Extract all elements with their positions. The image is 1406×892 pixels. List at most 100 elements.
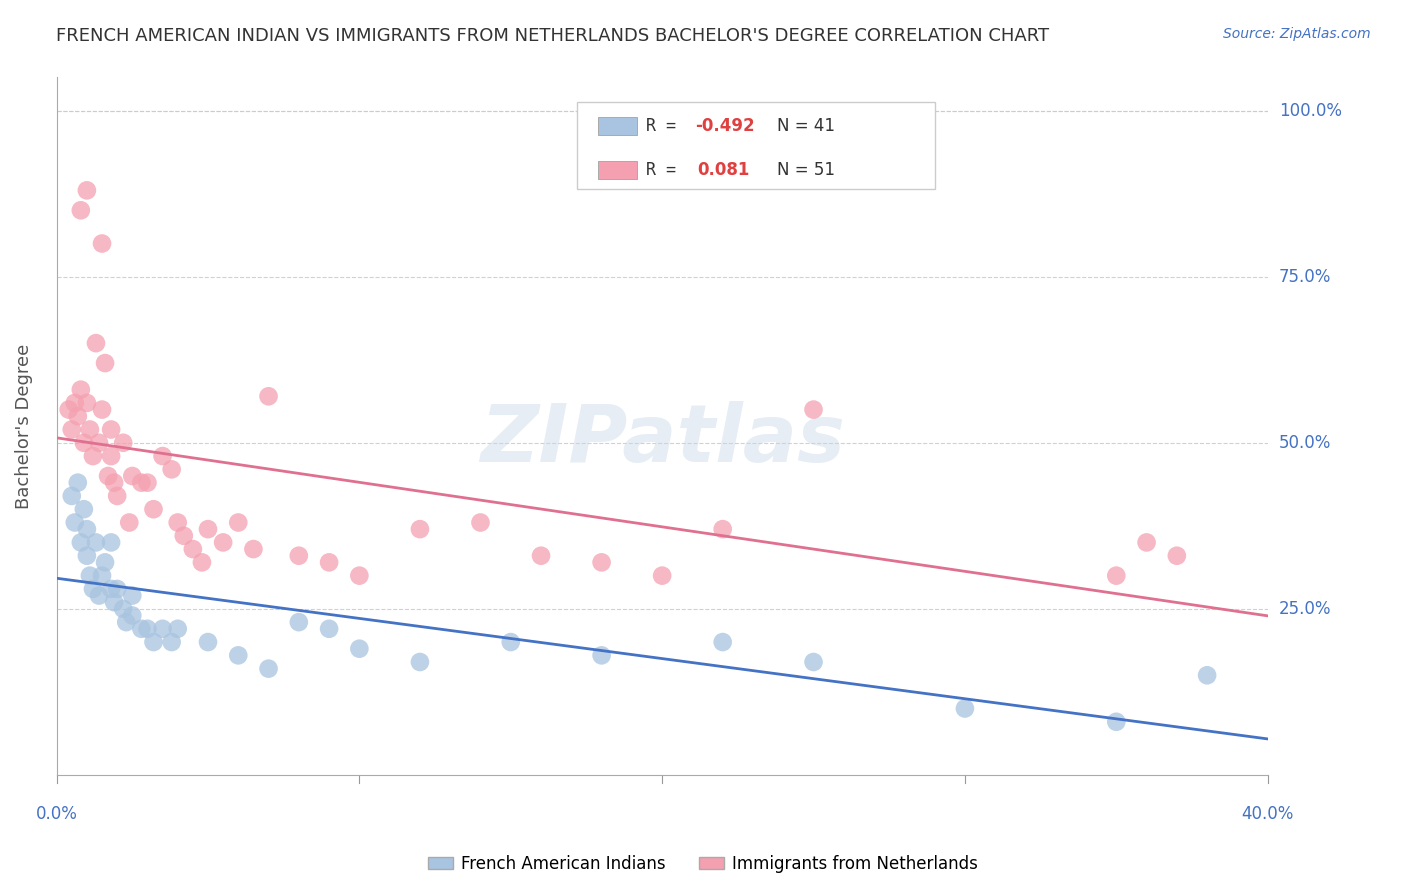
Legend: French American Indians, Immigrants from Netherlands: French American Indians, Immigrants from… xyxy=(420,848,986,880)
Point xyxy=(76,396,98,410)
Point xyxy=(142,635,165,649)
FancyBboxPatch shape xyxy=(598,117,637,136)
Point xyxy=(803,655,825,669)
Point xyxy=(257,389,280,403)
Text: 0.081: 0.081 xyxy=(697,161,749,179)
Point xyxy=(121,589,143,603)
Point xyxy=(84,336,107,351)
Point xyxy=(160,635,183,649)
Point xyxy=(87,589,110,603)
Text: 75.0%: 75.0% xyxy=(1279,268,1331,285)
Point xyxy=(105,489,128,503)
Point xyxy=(226,648,249,663)
Point xyxy=(803,402,825,417)
Point xyxy=(470,516,492,530)
FancyBboxPatch shape xyxy=(578,102,935,189)
Point xyxy=(79,423,101,437)
Point xyxy=(76,549,98,563)
Point xyxy=(1105,714,1128,729)
Point xyxy=(73,502,96,516)
Text: R =: R = xyxy=(647,161,696,179)
Point xyxy=(121,469,143,483)
Point xyxy=(94,555,117,569)
Point xyxy=(66,475,89,490)
Point xyxy=(349,568,371,582)
Point xyxy=(60,423,83,437)
Point xyxy=(152,622,174,636)
Point xyxy=(499,635,522,649)
Point xyxy=(318,622,340,636)
Text: -0.492: -0.492 xyxy=(695,117,755,136)
Point xyxy=(76,522,98,536)
Point xyxy=(131,622,153,636)
Point xyxy=(349,641,371,656)
Point xyxy=(242,542,264,557)
Text: 40.0%: 40.0% xyxy=(1241,805,1294,823)
Text: ZIPatlas: ZIPatlas xyxy=(479,401,845,479)
Point xyxy=(100,582,122,596)
Point xyxy=(115,615,138,629)
Text: 0.0%: 0.0% xyxy=(35,805,77,823)
Point xyxy=(136,622,159,636)
Point xyxy=(69,383,91,397)
Point xyxy=(69,535,91,549)
Point xyxy=(711,522,734,536)
Text: 50.0%: 50.0% xyxy=(1279,434,1331,451)
Point xyxy=(112,435,135,450)
Point xyxy=(409,522,432,536)
Text: N = 41: N = 41 xyxy=(778,117,835,136)
Point xyxy=(212,535,235,549)
Point xyxy=(79,568,101,582)
Point xyxy=(63,516,86,530)
Point xyxy=(591,555,613,569)
Point xyxy=(121,608,143,623)
Point xyxy=(288,549,311,563)
Point xyxy=(103,475,125,490)
Point xyxy=(91,402,114,417)
Point xyxy=(100,535,122,549)
Point xyxy=(136,475,159,490)
Point xyxy=(591,648,613,663)
Point xyxy=(100,449,122,463)
Point xyxy=(131,475,153,490)
FancyBboxPatch shape xyxy=(598,161,637,179)
Text: R =: R = xyxy=(647,117,686,136)
Point xyxy=(166,516,188,530)
Point xyxy=(257,662,280,676)
Point xyxy=(197,522,219,536)
Point xyxy=(166,622,188,636)
Point xyxy=(94,356,117,370)
Point xyxy=(226,516,249,530)
Point xyxy=(66,409,89,424)
Text: 100.0%: 100.0% xyxy=(1279,102,1341,120)
Text: FRENCH AMERICAN INDIAN VS IMMIGRANTS FROM NETHERLANDS BACHELOR'S DEGREE CORRELAT: FRENCH AMERICAN INDIAN VS IMMIGRANTS FRO… xyxy=(56,27,1049,45)
Point xyxy=(97,469,120,483)
Point xyxy=(530,549,553,563)
Point xyxy=(173,529,195,543)
Point xyxy=(1197,668,1219,682)
Point xyxy=(152,449,174,463)
Y-axis label: Bachelor's Degree: Bachelor's Degree xyxy=(15,343,32,508)
Point xyxy=(1135,535,1157,549)
Point xyxy=(1105,568,1128,582)
Point xyxy=(409,655,432,669)
Point xyxy=(69,203,91,218)
Point xyxy=(84,535,107,549)
Point xyxy=(112,602,135,616)
Point xyxy=(82,582,104,596)
Point xyxy=(103,595,125,609)
Point xyxy=(1166,549,1188,563)
Point xyxy=(87,435,110,450)
Point xyxy=(711,635,734,649)
Text: 25.0%: 25.0% xyxy=(1279,599,1331,618)
Text: Source: ZipAtlas.com: Source: ZipAtlas.com xyxy=(1223,27,1371,41)
Point xyxy=(82,449,104,463)
Text: N = 51: N = 51 xyxy=(778,161,835,179)
Point xyxy=(100,423,122,437)
Point xyxy=(181,542,204,557)
Point xyxy=(651,568,673,582)
Point xyxy=(118,516,141,530)
Point xyxy=(318,555,340,569)
Point xyxy=(76,183,98,197)
Point xyxy=(142,502,165,516)
